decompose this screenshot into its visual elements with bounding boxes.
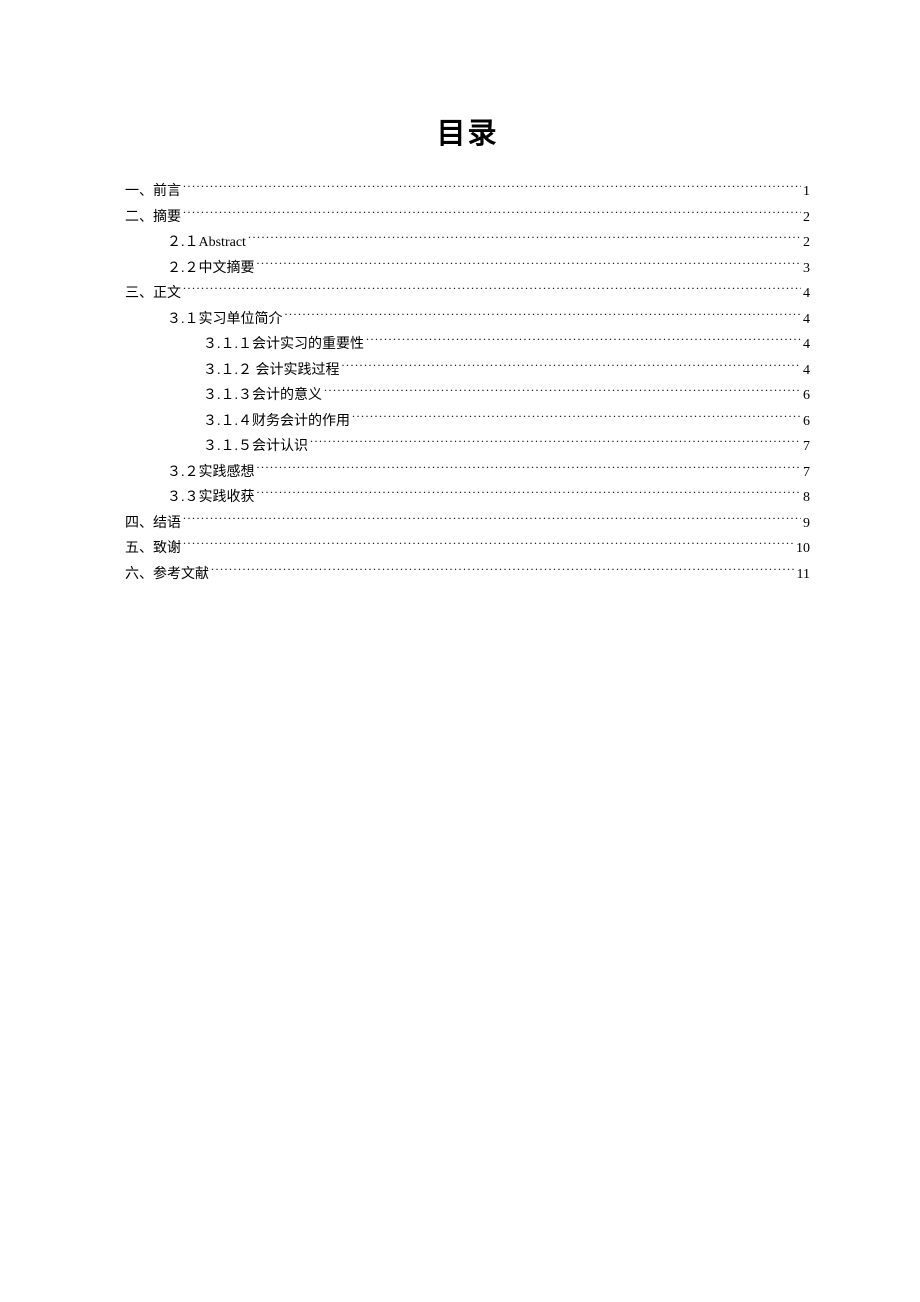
toc-entry: ３.１实习单位简介 4 bbox=[125, 308, 810, 333]
toc-leader-dots bbox=[310, 436, 801, 450]
toc-entry: ３.１.３会计的意义 6 bbox=[125, 384, 810, 409]
toc-leader-dots bbox=[342, 360, 802, 374]
toc-entry-label: 四、结语 bbox=[125, 512, 181, 537]
toc-leader-dots bbox=[257, 487, 802, 501]
toc-list: 一、前言1二、摘要2２.１Abstract2２.２中文摘要3三、正文4３.１实习… bbox=[125, 180, 810, 587]
toc-entry-label: ３.１.２ 会计实践过程 bbox=[203, 359, 340, 384]
toc-entry-page: 1 bbox=[803, 180, 810, 205]
toc-entry: 五、致谢 10 bbox=[125, 537, 810, 562]
toc-entry-label: ３.２实践感想 bbox=[167, 461, 255, 486]
toc-entry-label: ２.２中文摘要 bbox=[167, 257, 255, 282]
toc-entry-label: ３.１.１会计实习的重要性 bbox=[203, 333, 364, 358]
toc-entry-label: 五、致谢 bbox=[125, 537, 181, 562]
toc-entry-page: 11 bbox=[797, 563, 810, 588]
toc-entry-page: 4 bbox=[803, 308, 810, 333]
toc-entry-page: 6 bbox=[803, 384, 810, 409]
toc-entry-page: 7 bbox=[803, 435, 810, 460]
toc-entry-label: ３.１.５会计认识 bbox=[203, 435, 308, 460]
toc-entry-page: 6 bbox=[803, 410, 810, 435]
toc-entry-page: 4 bbox=[803, 333, 810, 358]
toc-leader-dots bbox=[183, 538, 794, 552]
toc-entry-page: 2 bbox=[803, 206, 810, 231]
toc-entry-label: 三、正文 bbox=[125, 282, 181, 307]
toc-entry-page: 2 bbox=[803, 231, 810, 256]
toc-entry: 一、前言 1 bbox=[125, 180, 810, 205]
toc-entry-label: 一、前言 bbox=[125, 180, 181, 205]
toc-leader-dots bbox=[183, 207, 801, 221]
toc-entry: ３.１.４财务会计的作用 6 bbox=[125, 410, 810, 435]
toc-leader-dots bbox=[285, 309, 802, 323]
toc-entry-page: 10 bbox=[796, 537, 810, 562]
toc-entry-label: 二、摘要 bbox=[125, 206, 181, 231]
toc-entry-page: 7 bbox=[803, 461, 810, 486]
toc-entry-page: 3 bbox=[803, 257, 810, 282]
toc-entry-label: ３.３实践收获 bbox=[167, 486, 255, 511]
toc-entry-label: 六、参考文献 bbox=[125, 563, 209, 588]
toc-entry-page: 4 bbox=[803, 359, 810, 384]
toc-leader-dots bbox=[257, 258, 802, 272]
toc-title: 目录 bbox=[125, 110, 810, 152]
toc-leader-dots bbox=[352, 411, 801, 425]
toc-leader-dots bbox=[183, 283, 801, 297]
toc-entry-label: ３.１.４财务会计的作用 bbox=[203, 410, 350, 435]
toc-leader-dots bbox=[183, 513, 801, 527]
toc-entry: ２.１Abstract 2 bbox=[125, 231, 810, 256]
toc-entry-label: ３.１实习单位简介 bbox=[167, 308, 283, 333]
toc-entry: ３.２实践感想 7 bbox=[125, 461, 810, 486]
toc-entry: 四、结语 9 bbox=[125, 512, 810, 537]
toc-entry: 二、摘要 2 bbox=[125, 206, 810, 231]
toc-entry: 三、正文 4 bbox=[125, 282, 810, 307]
toc-leader-dots bbox=[183, 181, 801, 195]
toc-entry-label: ２.１Abstract bbox=[167, 231, 246, 256]
toc-entry-page: 9 bbox=[803, 512, 810, 537]
toc-leader-dots bbox=[366, 334, 801, 348]
toc-entry: ２.２中文摘要 3 bbox=[125, 257, 810, 282]
toc-leader-dots bbox=[211, 564, 795, 578]
document-page: 目录 一、前言1二、摘要2２.１Abstract2２.２中文摘要3三、正文4３.… bbox=[0, 0, 920, 587]
toc-entry-page: 4 bbox=[803, 282, 810, 307]
toc-entry-page: 8 bbox=[803, 486, 810, 511]
toc-entry: ３.１.５会计认识 7 bbox=[125, 435, 810, 460]
toc-entry: 六、参考文献 11 bbox=[125, 563, 810, 588]
toc-entry: ３.１.１会计实习的重要性 4 bbox=[125, 333, 810, 358]
toc-leader-dots bbox=[324, 385, 801, 399]
toc-entry: ３.１.２ 会计实践过程 4 bbox=[125, 359, 810, 384]
toc-leader-dots bbox=[248, 232, 801, 246]
toc-leader-dots bbox=[257, 462, 802, 476]
toc-entry-label: ３.１.３会计的意义 bbox=[203, 384, 322, 409]
toc-entry: ３.３实践收获 8 bbox=[125, 486, 810, 511]
